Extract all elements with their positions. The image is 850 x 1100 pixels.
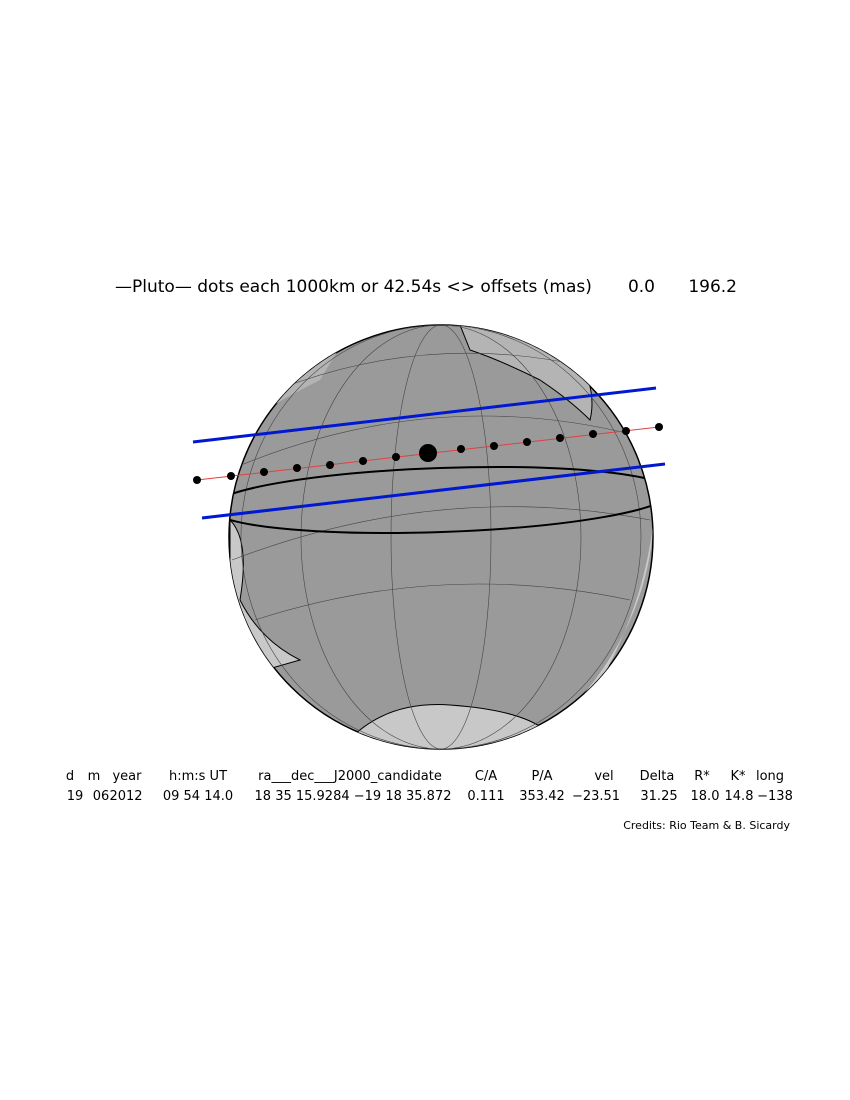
column-header: P/A xyxy=(531,769,552,784)
cell: 09 54 14.0 xyxy=(163,789,233,804)
cell: 0.111 xyxy=(467,789,504,804)
title: —Pluto— dots each 1000km or 42.54s <> of… xyxy=(115,277,592,297)
column-header: year xyxy=(112,769,142,784)
column-header: long xyxy=(756,769,784,784)
globe xyxy=(228,324,654,750)
credits: Credits: Rio Team & B. Sicardy xyxy=(623,819,790,832)
column-header: d xyxy=(66,769,74,784)
cell: 14.8 xyxy=(725,789,754,804)
event-table: d m year h:m:s UT ra___dec___J2000_candidate… xyxy=(66,769,793,804)
column-header: C/A xyxy=(475,769,497,784)
shadow-path xyxy=(192,386,666,520)
column-header: m xyxy=(88,769,101,784)
cell: 19 xyxy=(67,789,84,804)
cell: 2012 xyxy=(109,789,142,804)
column-header: K* xyxy=(730,769,746,784)
column-header: Delta xyxy=(640,769,675,784)
cell: 31.25 xyxy=(640,789,677,804)
cell: 06 xyxy=(93,789,110,804)
column-header: h:m:s UT xyxy=(169,769,227,784)
column-header: R* xyxy=(694,769,710,784)
offset-x: 0.0 xyxy=(628,277,655,297)
offset-y: 196.2 xyxy=(688,277,737,297)
column-header: ra___dec___J2000_candidate xyxy=(258,769,442,784)
column-header: vel xyxy=(594,769,613,784)
cell: −138 xyxy=(757,789,793,804)
cell: 18 35 15.9284 −19 18 35.872 xyxy=(255,789,452,804)
cell: −23.51 xyxy=(572,789,620,804)
cell: 18.0 xyxy=(691,789,720,804)
cell: 353.42 xyxy=(519,789,565,804)
